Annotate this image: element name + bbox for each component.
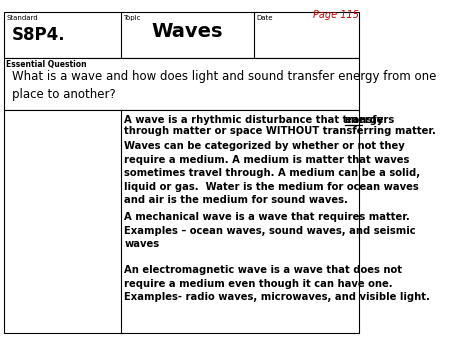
Text: energy: energy <box>345 115 384 125</box>
Text: Essential Question: Essential Question <box>6 60 87 69</box>
Text: Standard: Standard <box>6 15 38 21</box>
Text: A wave is a rhythmic disturbance that transfers: A wave is a rhythmic disturbance that tr… <box>124 115 398 125</box>
Text: Page 115: Page 115 <box>313 10 359 20</box>
Text: through matter or space WITHOUT transferring matter.: through matter or space WITHOUT transfer… <box>124 126 436 136</box>
Text: An electromagnetic wave is a wave that does not
require a medium even though it : An electromagnetic wave is a wave that d… <box>124 265 430 302</box>
Text: Waves: Waves <box>152 22 223 41</box>
Text: Topic: Topic <box>123 15 141 21</box>
Text: S8P4.: S8P4. <box>12 26 66 44</box>
Bar <box>4 58 359 110</box>
Text: A mechanical wave is a wave that requires matter.
Examples – ocean waves, sound : A mechanical wave is a wave that require… <box>124 212 416 249</box>
Text: A wave is a rhythmic disturbance that transfers: A wave is a rhythmic disturbance that tr… <box>124 115 398 125</box>
Text: What is a wave and how does light and sound transfer energy from one
place to an: What is a wave and how does light and so… <box>12 70 436 101</box>
Bar <box>4 110 359 333</box>
Text: Waves can be categorized by whether or not they
require a medium. A medium is ma: Waves can be categorized by whether or n… <box>124 141 420 206</box>
Text: Date: Date <box>256 15 273 21</box>
Bar <box>4 12 359 58</box>
